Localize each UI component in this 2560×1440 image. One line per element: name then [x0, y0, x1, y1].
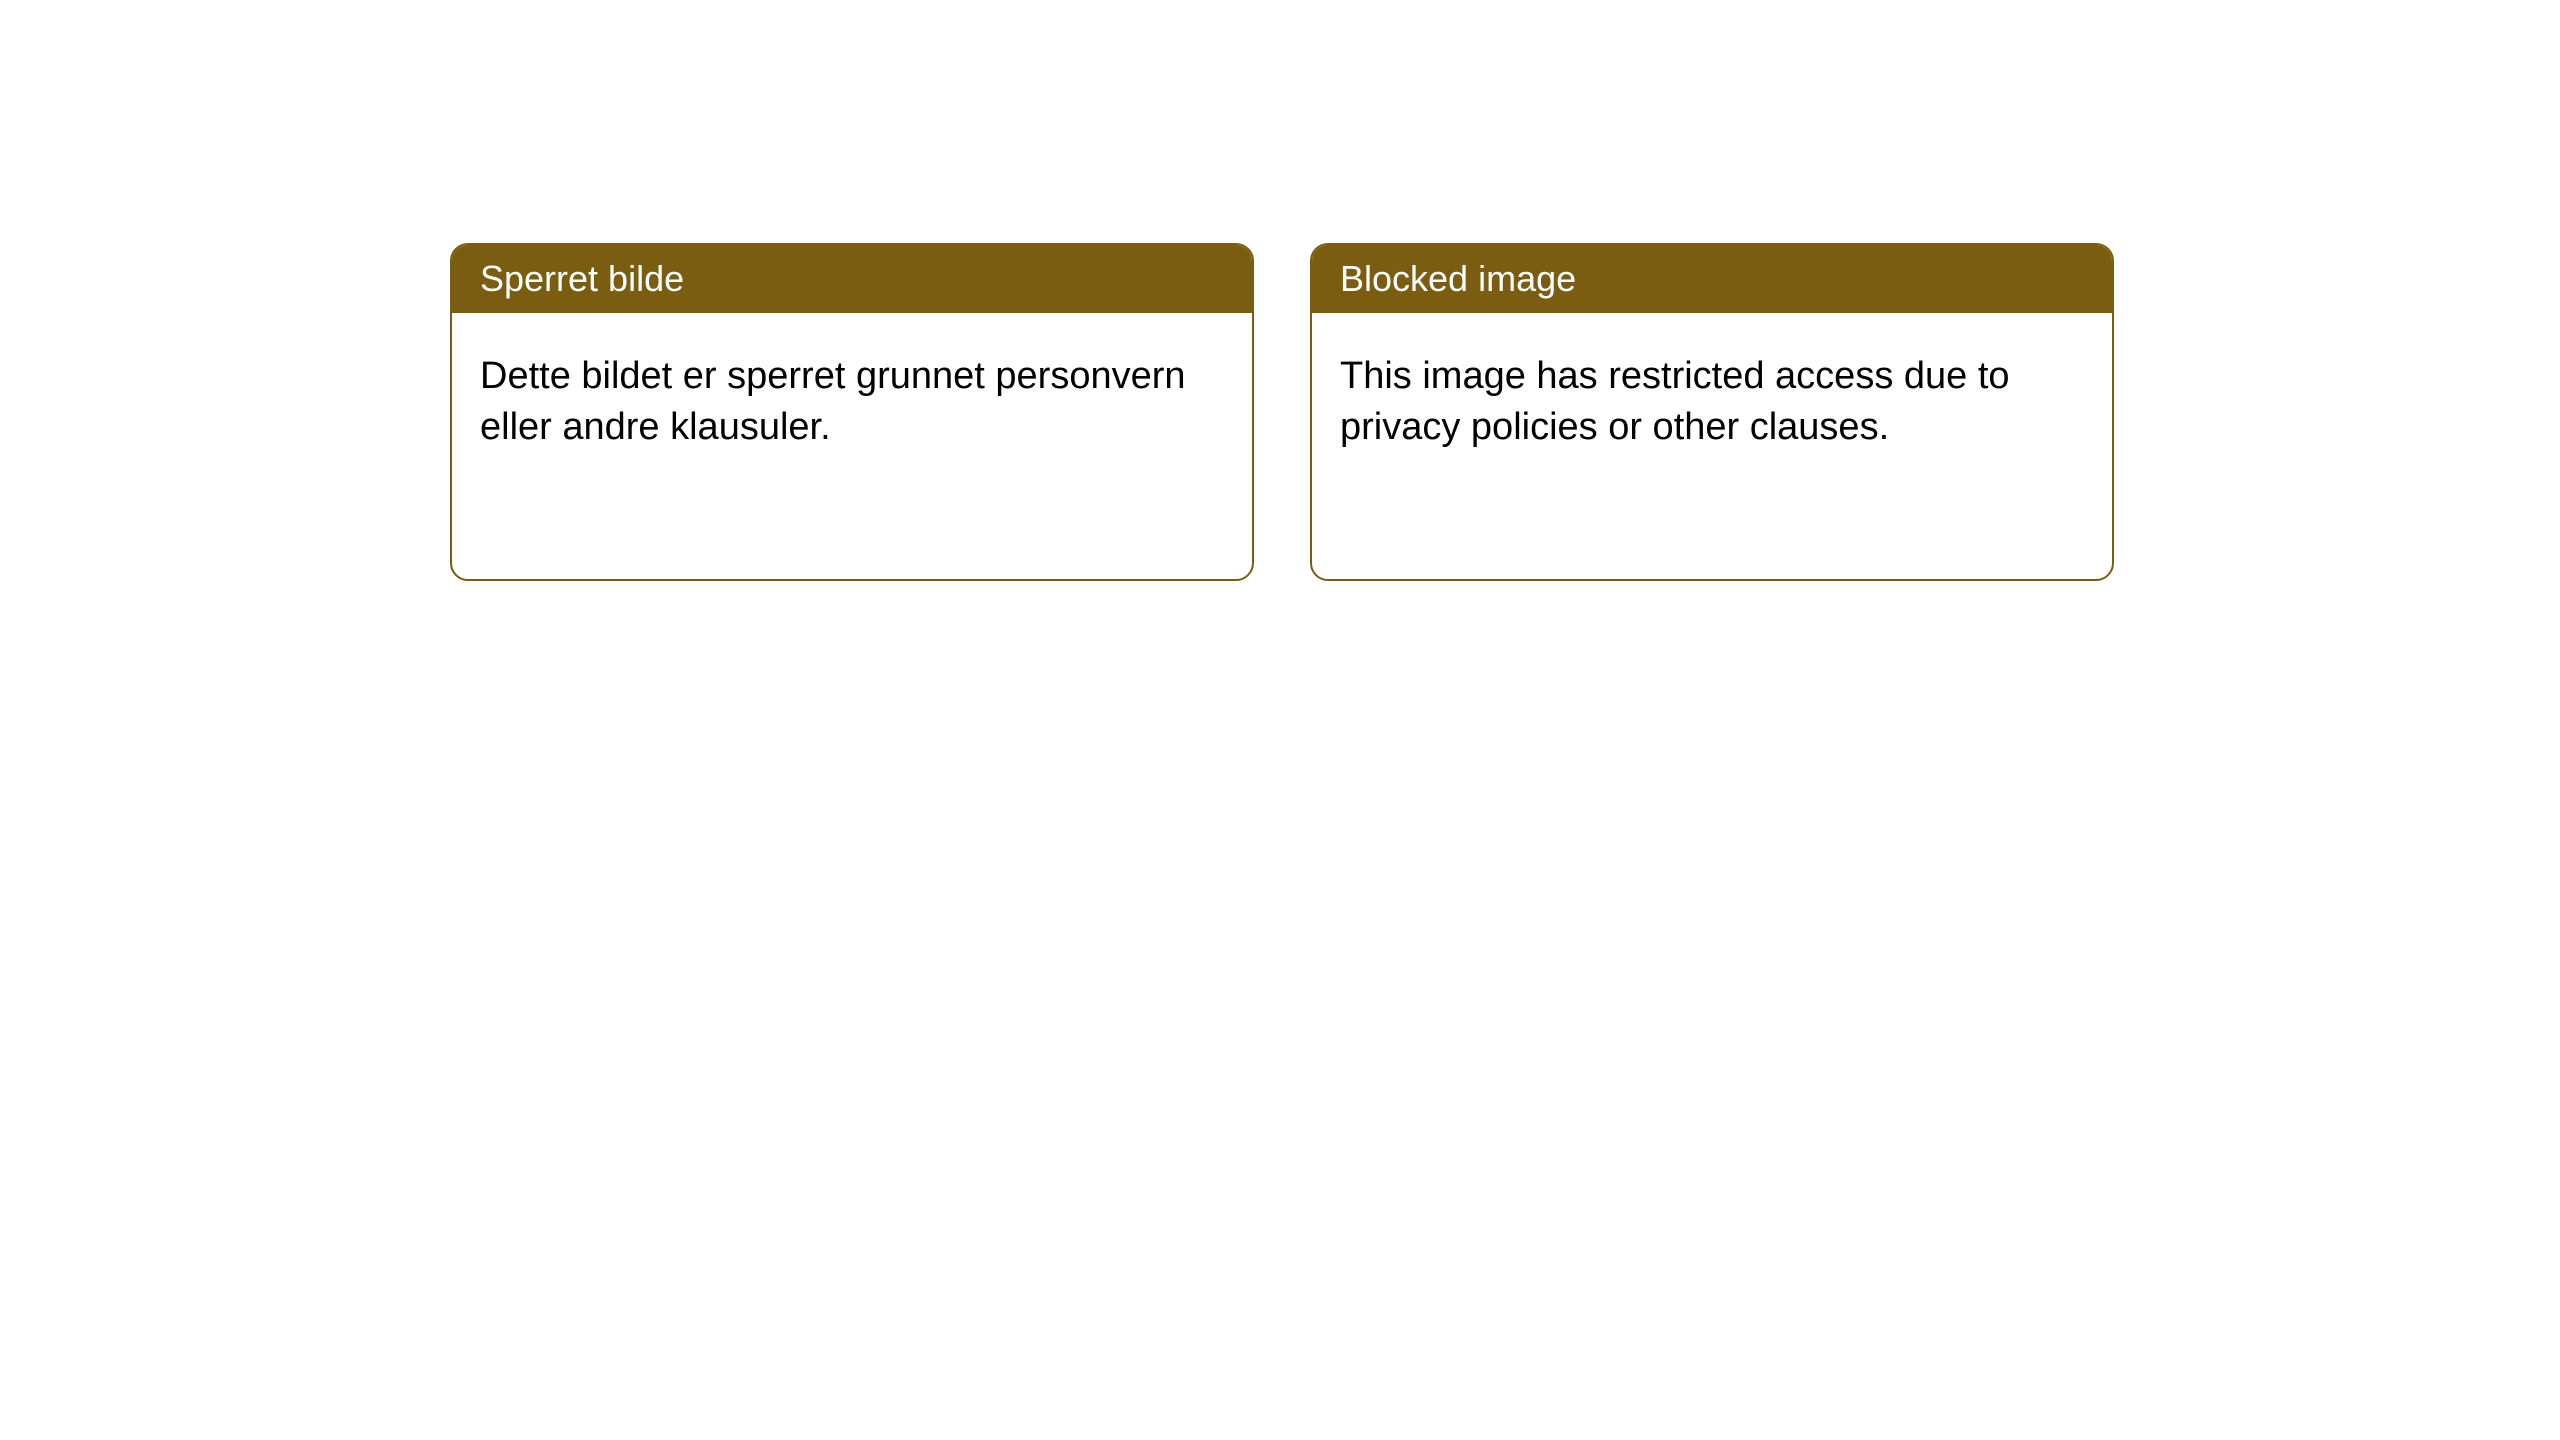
notice-container: Sperret bilde Dette bildet er sperret gr… — [450, 243, 2114, 581]
notice-title: Blocked image — [1340, 258, 1576, 299]
notice-card-header: Sperret bilde — [452, 245, 1252, 313]
notice-card-en: Blocked image This image has restricted … — [1310, 243, 2114, 581]
notice-message: This image has restricted access due to … — [1340, 355, 2010, 448]
notice-card-header: Blocked image — [1312, 245, 2112, 313]
notice-message: Dette bildet er sperret grunnet personve… — [480, 355, 1186, 448]
notice-card-body: Dette bildet er sperret grunnet personve… — [452, 313, 1252, 492]
notice-card-body: This image has restricted access due to … — [1312, 313, 2112, 492]
notice-title: Sperret bilde — [480, 258, 684, 299]
notice-card-no: Sperret bilde Dette bildet er sperret gr… — [450, 243, 1254, 581]
